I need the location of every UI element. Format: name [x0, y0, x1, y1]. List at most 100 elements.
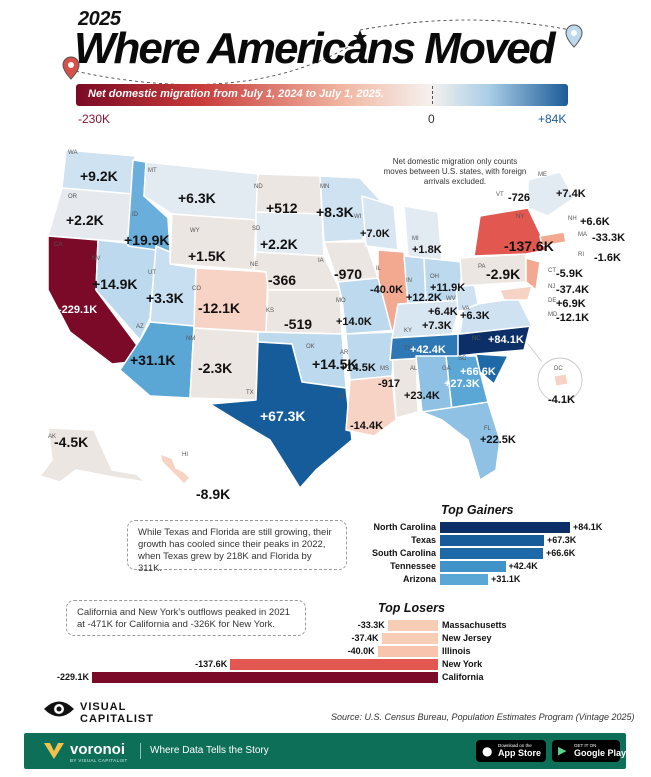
voronoi-subtitle: BY VISUAL CAPITALIST [70, 758, 128, 763]
state-abbr-ny: NY [516, 214, 525, 220]
loser-value: -33.3K [357, 620, 385, 630]
state-md [499, 285, 533, 301]
state-value-ca: -229.1K [58, 304, 98, 316]
state-ak [39, 427, 147, 483]
gainer-value: +67.3K [547, 535, 577, 545]
star-icon [353, 30, 367, 43]
state-abbr-ky: KY [404, 328, 413, 334]
state-abbr-vt: VT [496, 192, 504, 198]
state-abbr-wv: WV [446, 296, 456, 302]
state-value-id: +19.9K [124, 232, 170, 248]
state-abbr-ut: UT [148, 270, 156, 276]
state-value-sd: +2.2K [260, 236, 298, 252]
state-abbr-mi: MI [412, 236, 419, 242]
footer-tagline: Where Data Tells the Story [150, 745, 269, 756]
state-value-ut: +3.3K [146, 290, 184, 306]
state-ne-corner [527, 171, 575, 217]
state-value-ia: -970 [334, 266, 363, 282]
state-value-me: +7.4K [556, 188, 586, 200]
state-abbr-tn: TN [404, 346, 412, 352]
state-abbr-ia: IA [318, 258, 324, 264]
state-abbr-mn: MN [320, 184, 330, 190]
state-abbr-va: VA [462, 306, 470, 312]
state-ma [539, 231, 567, 247]
gainer-bar [440, 535, 545, 546]
gainer-value: +31.1K [491, 574, 521, 584]
loser-label: New York [442, 659, 483, 669]
scale-min-label: -230K [78, 112, 111, 126]
gainer-label: Tennessee [390, 561, 436, 571]
state-value-ak: -4.5K [54, 434, 89, 450]
app-store-button[interactable]: ● Download on the App Store [476, 740, 546, 762]
state-value-ky: +7.3K [422, 320, 452, 332]
state-value-ne: -366 [268, 272, 297, 288]
state-value-nc: +84.1K [488, 334, 524, 346]
loser-value: -37.4K [351, 633, 379, 643]
state-abbr-ri: RI [578, 252, 584, 258]
loser-label: New Jersey [442, 633, 492, 643]
location-pin-icon-red [62, 56, 80, 80]
state-value-pa: -2.9K [486, 266, 521, 282]
gainer-value: +42.4K [508, 561, 538, 571]
state-value-nv: +14.9K [92, 276, 138, 292]
loser-value: -229.1K [56, 672, 89, 682]
state-value-ms: -917 [378, 378, 401, 390]
state-value-dc: -4.1K [548, 394, 575, 406]
scale-description: Net domestic migration from July 1, 2024… [88, 88, 384, 100]
state-abbr-ct: CT [548, 268, 556, 274]
state-abbr-ca: CA [54, 242, 63, 248]
state-value-tn: +42.4K [410, 344, 446, 356]
callout-texas-florida: While Texas and Florida are still growin… [127, 520, 347, 574]
scale-mid-label: 0 [428, 112, 435, 126]
google-play-button[interactable]: ▶ GET IT ON Google Play [552, 740, 626, 762]
state-abbr-ar: AR [340, 350, 349, 356]
state-ny [473, 207, 549, 257]
state-abbr-nm: NM [186, 336, 196, 342]
callout-ca-ny: California and New York's outflows peake… [66, 600, 306, 636]
scale-max-label: +84K [538, 112, 567, 126]
state-value-mn: +8.3K [316, 204, 354, 220]
route-decoration [69, 19, 571, 85]
state-value-tx: +67.3K [260, 408, 306, 424]
visual-capitalist-logo-icon [44, 701, 74, 717]
us-map [39, 149, 583, 489]
state-value-mt: +6.3K [178, 190, 216, 206]
state-tx [209, 341, 353, 489]
map-note: Net domestic migration only counts moves… [383, 157, 527, 186]
state-value-vt: -726 [508, 192, 531, 204]
state-value-nj: -37.4K [556, 284, 590, 296]
gainers-title: Top Gainers [441, 503, 514, 517]
gainer-label: Texas [411, 535, 436, 545]
state-abbr-nv: NV [92, 256, 101, 262]
state-abbr-nc: NC [472, 336, 481, 342]
state-abbr-ok: OK [306, 344, 315, 350]
state-abbr-mo: MO [336, 298, 346, 304]
state-abbr-hi: HI [182, 452, 188, 458]
state-abbr-ks: KS [266, 308, 275, 314]
loser-bar [230, 659, 438, 670]
state-abbr-me: ME [538, 172, 547, 178]
apple-icon: ● [482, 744, 493, 758]
state-value-ok: +14.5K [312, 356, 358, 372]
state-value-or: +2.2K [66, 212, 104, 228]
state-abbr-fl: FL [484, 426, 492, 432]
state-value-wi: +7.0K [360, 228, 390, 240]
loser-label: Massachusetts [442, 620, 507, 630]
loser-bar [92, 672, 438, 683]
state-abbr-nj: NJ [548, 284, 556, 290]
state-abbr-oh: OH [430, 274, 439, 280]
gainer-label: Arizona [402, 574, 436, 584]
losers-title: Top Losers [378, 601, 445, 615]
loser-label: California [442, 672, 484, 682]
state-abbr-dc: DC [554, 366, 563, 372]
gainer-label: North Carolina [373, 522, 436, 532]
state-value-wy: +1.5K [188, 248, 226, 264]
state-abbr-sc: SC [458, 356, 467, 362]
loser-bar [381, 633, 438, 644]
loser-value: -137.6K [195, 659, 228, 669]
state-abbr-or: OR [68, 194, 77, 200]
state-abbr-az: AZ [136, 324, 144, 330]
state-value-va: +6.3K [460, 310, 490, 322]
state-value-ri: -1.6K [594, 252, 621, 264]
loser-value: -40.0K [347, 646, 375, 656]
